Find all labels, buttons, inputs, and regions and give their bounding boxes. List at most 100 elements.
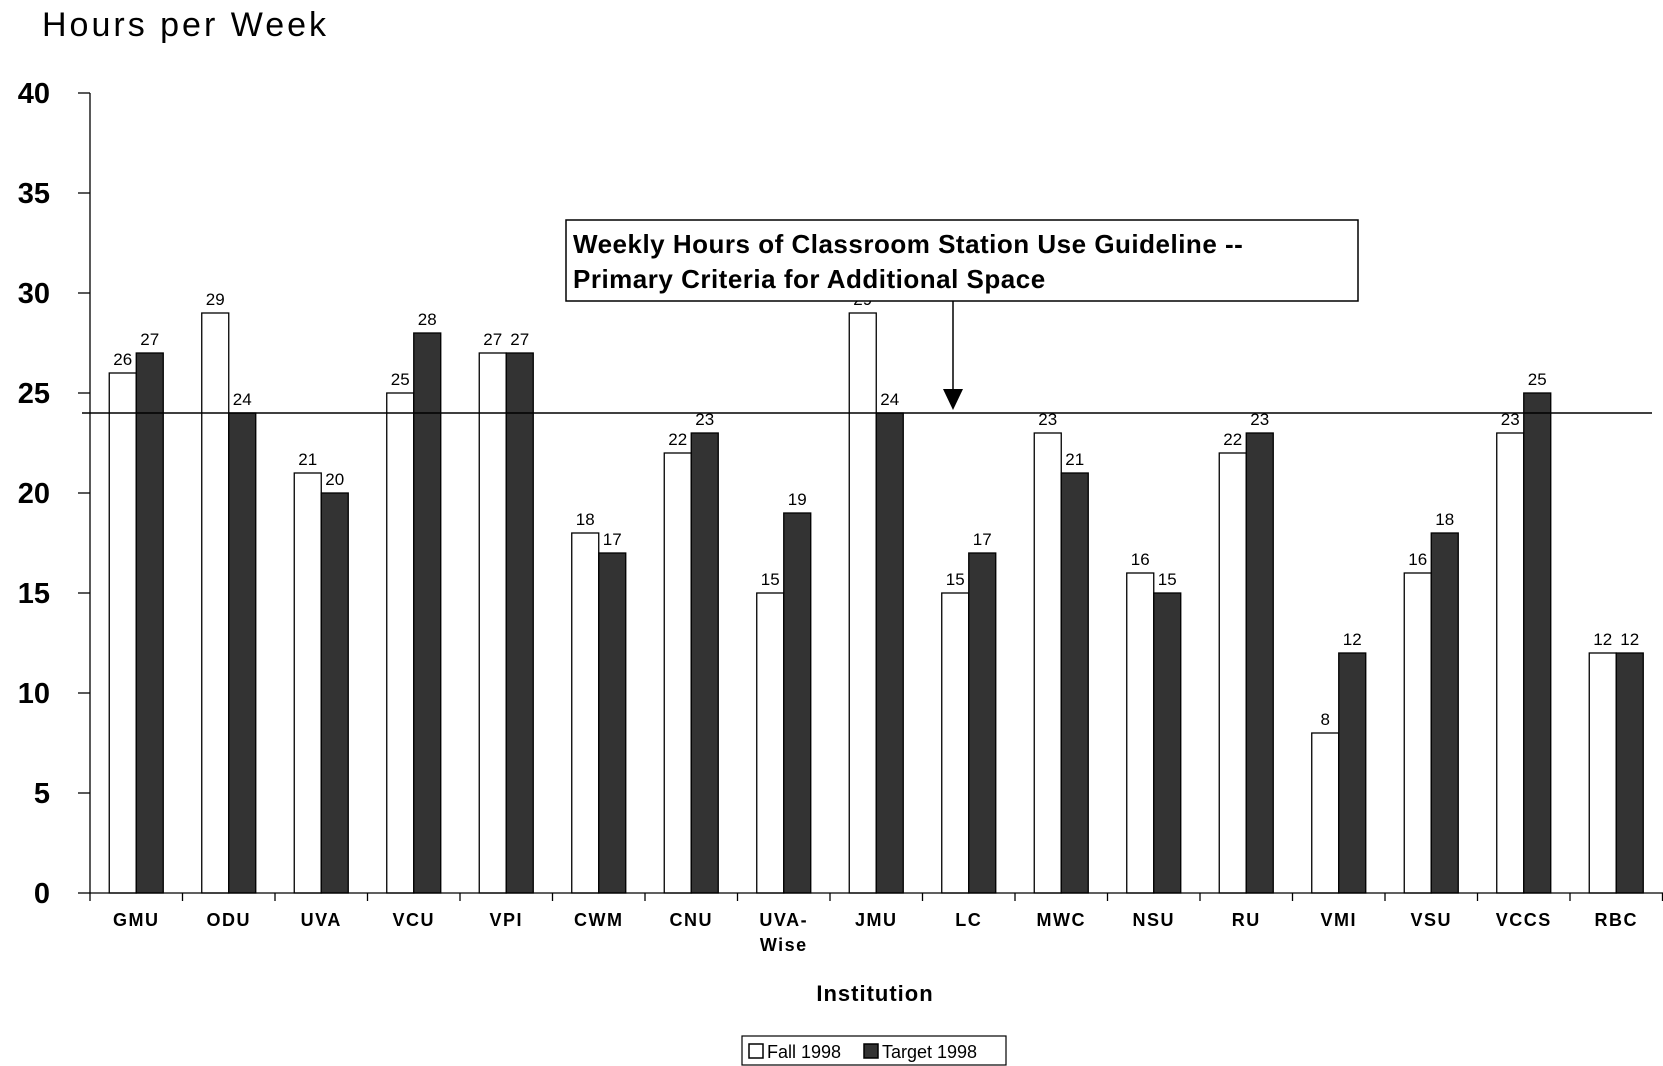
data-label: 19 xyxy=(788,490,807,509)
data-label: 20 xyxy=(325,470,344,489)
bar-target-1998 xyxy=(228,412,257,894)
data-label: 23 xyxy=(1038,410,1057,429)
bar-fall-1998 xyxy=(201,312,230,894)
data-label: 22 xyxy=(668,430,687,449)
legend-swatch xyxy=(863,1043,879,1059)
bar-fall-1998 xyxy=(941,592,970,894)
data-label: 12 xyxy=(1593,630,1612,649)
data-label: 8 xyxy=(1321,710,1330,729)
x-tick-label: CNU xyxy=(670,910,714,930)
bar-fall-1998 xyxy=(1403,572,1432,894)
x-tick-label: MWC xyxy=(1037,910,1086,930)
y-tick-label: 25 xyxy=(18,378,50,410)
data-label: 23 xyxy=(1250,410,1269,429)
data-label: 21 xyxy=(1065,450,1084,469)
bar-fall-1998 xyxy=(386,392,415,894)
bar-target-1998 xyxy=(320,492,349,894)
x-axis-title: Institution xyxy=(816,981,933,1006)
bar-target-1998 xyxy=(1060,472,1089,894)
data-label: 12 xyxy=(1343,630,1362,649)
bar-fall-1998 xyxy=(663,452,692,894)
data-label: 22 xyxy=(1223,430,1242,449)
x-tick-label: VPI xyxy=(489,910,523,930)
bar-target-1998 xyxy=(1153,592,1182,894)
data-label: 26 xyxy=(113,350,132,369)
data-label: 23 xyxy=(695,410,714,429)
legend: Fall 1998 Target 1998 xyxy=(741,1035,1007,1066)
legend-label: Target 1998 xyxy=(882,1042,977,1062)
y-axis-title: Hours per Week xyxy=(42,6,329,44)
x-tick-label: RU xyxy=(1232,910,1261,930)
data-label: 18 xyxy=(576,510,595,529)
data-label: 27 xyxy=(140,330,159,349)
bar-fall-1998 xyxy=(848,312,877,894)
bar-fall-1998 xyxy=(108,372,137,894)
bar-fall-1998 xyxy=(478,352,507,894)
data-label: 27 xyxy=(510,330,529,349)
y-tick-label: 30 xyxy=(18,278,50,310)
bar-target-1998 xyxy=(505,352,534,894)
x-tick-label: UVA xyxy=(301,910,342,930)
x-tick-label: UVA-Wise xyxy=(759,910,808,955)
y-tick-label: 40 xyxy=(18,78,50,110)
bar-target-1998 xyxy=(1338,652,1367,894)
x-tick-label: VSU xyxy=(1410,910,1452,930)
data-label: 27 xyxy=(483,330,502,349)
annotation-text: Primary Criteria for Additional Space xyxy=(573,264,1046,294)
bar-fall-1998 xyxy=(571,532,600,894)
bar-fall-1998 xyxy=(756,592,785,894)
bar-target-1998 xyxy=(135,352,164,894)
data-label: 17 xyxy=(973,530,992,549)
data-labels: 2629212527182215291523162281623122724202… xyxy=(113,290,1639,729)
y-tick-label: 0 xyxy=(34,878,50,910)
bar-fall-1998 xyxy=(1218,452,1247,894)
data-label: 25 xyxy=(391,370,410,389)
bar-target-1998 xyxy=(1523,392,1552,894)
bar-fall-1998 xyxy=(293,472,322,894)
annotation-text: Weekly Hours of Classroom Station Use Gu… xyxy=(573,229,1243,259)
x-tick-label: VCCS xyxy=(1496,910,1552,930)
x-tick-label: VCU xyxy=(392,910,435,930)
bar-fall-1998 xyxy=(1126,572,1155,894)
y-axis: 0 5 10 15 20 25 30 35 40 xyxy=(18,78,91,910)
data-label: 18 xyxy=(1435,510,1454,529)
data-label: 29 xyxy=(206,290,225,309)
data-label: 24 xyxy=(880,390,899,409)
bar-fall-1998 xyxy=(1311,732,1340,894)
y-tick-label: 35 xyxy=(18,178,50,210)
bar-fall-1998 xyxy=(1496,432,1525,894)
x-tick-label: CWM xyxy=(574,910,623,930)
data-label: 12 xyxy=(1620,630,1639,649)
annotation-arrow-head-icon xyxy=(943,389,963,410)
data-label: 23 xyxy=(1501,410,1520,429)
x-tick-label: GMU xyxy=(113,910,160,930)
x-tick-label: RBC xyxy=(1595,910,1639,930)
data-label: 15 xyxy=(946,570,965,589)
y-tick-label: 20 xyxy=(18,478,50,510)
y-tick-label: 10 xyxy=(18,678,50,710)
x-tick-label: ODU xyxy=(207,910,252,930)
x-axis: GMU ODU UVA VCU VPI CWM CNU UVA-Wise JMU LC MWC NSU… xyxy=(89,892,1663,955)
data-label: 15 xyxy=(761,570,780,589)
guideline-annotation: Weekly Hours of Classroom Station Use Gu… xyxy=(565,219,1359,410)
x-tick-label: NSU xyxy=(1132,910,1175,930)
x-tick-label: VMI xyxy=(1320,910,1357,930)
x-tick-label: JMU xyxy=(855,910,898,930)
data-label: 16 xyxy=(1408,550,1427,569)
bar-target-1998 xyxy=(1615,652,1644,894)
bar-target-1998 xyxy=(598,552,627,894)
bar-target-1998 xyxy=(875,412,904,894)
bar-target-1998 xyxy=(783,512,812,894)
bar-target-1998 xyxy=(968,552,997,894)
y-tick-label: 5 xyxy=(34,778,50,810)
bar-target-1998 xyxy=(1245,432,1274,894)
bar-target-1998 xyxy=(690,432,719,894)
bar-target-1998 xyxy=(413,332,442,894)
data-label: 15 xyxy=(1158,570,1177,589)
legend-label: Fall 1998 xyxy=(767,1042,841,1062)
data-label: 25 xyxy=(1528,370,1547,389)
bars xyxy=(108,312,1644,894)
bar-target-1998 xyxy=(1430,532,1459,894)
data-label: 21 xyxy=(298,450,317,469)
